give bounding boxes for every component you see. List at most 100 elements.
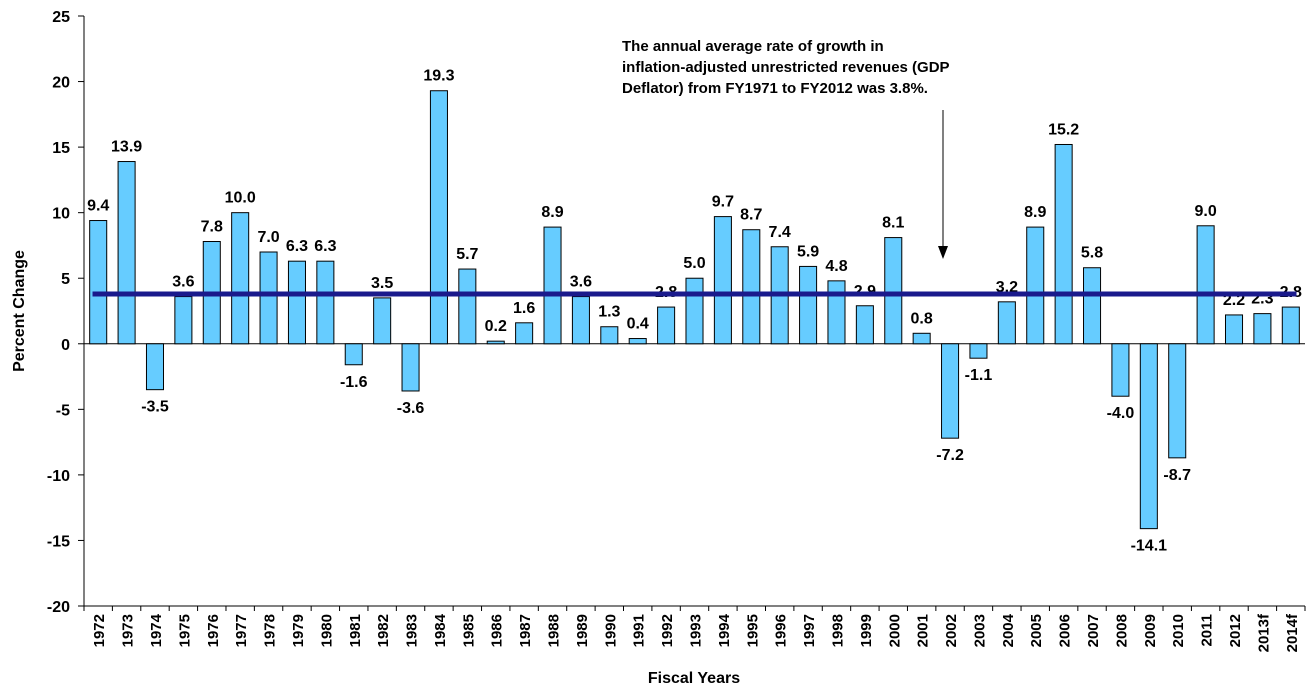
x-tick-label: 1978 xyxy=(262,614,279,647)
x-tick-label: 1999 xyxy=(858,614,875,647)
value-label: -7.2 xyxy=(936,447,964,464)
x-tick-label: 2014f xyxy=(1284,613,1301,652)
x-tick-label: 1990 xyxy=(602,614,619,647)
value-label: -1.1 xyxy=(965,367,993,384)
value-label: -4.0 xyxy=(1107,405,1135,422)
bar xyxy=(571,296,590,345)
y-tick-label: 5 xyxy=(61,271,70,288)
bar xyxy=(1253,313,1272,345)
bar xyxy=(1083,267,1102,345)
x-tick-label: 1995 xyxy=(744,614,761,647)
x-tick-label: 1989 xyxy=(574,614,591,647)
value-label: 6.3 xyxy=(314,238,336,255)
bar xyxy=(1224,314,1244,345)
bar xyxy=(1026,226,1045,345)
x-tick-label: 1998 xyxy=(829,614,846,647)
value-label: 2.9 xyxy=(854,283,876,300)
annotation-arrowhead xyxy=(938,246,948,259)
value-label: 5.7 xyxy=(456,246,478,263)
value-label: -1.6 xyxy=(340,374,368,391)
value-label: -8.7 xyxy=(1163,467,1191,484)
value-label: 5.0 xyxy=(683,255,705,272)
value-label: 8.1 xyxy=(882,215,904,232)
x-tick-label: 1981 xyxy=(347,614,364,647)
x-tick-label: 2011 xyxy=(1199,614,1216,647)
x-tick-label: 1996 xyxy=(773,614,790,647)
x-tick-label: 1992 xyxy=(659,614,676,647)
bar xyxy=(685,277,704,345)
value-label: -14.1 xyxy=(1131,538,1168,555)
bar xyxy=(259,251,278,345)
value-label: 5.8 xyxy=(1081,245,1103,262)
bar xyxy=(742,229,761,345)
value-label: 13.9 xyxy=(111,139,142,156)
bar xyxy=(827,280,846,345)
value-label: 7.4 xyxy=(769,224,791,241)
bar xyxy=(117,161,136,345)
value-label: 1.6 xyxy=(513,300,535,317)
y-tick-label: -5 xyxy=(56,402,70,419)
value-label: 0.2 xyxy=(485,318,507,335)
x-tick-label: 1977 xyxy=(233,614,250,647)
annotation-line: inflation-adjusted unrestricted revenues… xyxy=(622,59,950,76)
bar xyxy=(1111,343,1130,397)
bar xyxy=(969,343,988,359)
y-tick-label: -15 xyxy=(47,533,70,550)
y-tick-label: -20 xyxy=(47,599,70,616)
bar xyxy=(174,296,193,345)
bar xyxy=(713,216,732,345)
bar xyxy=(89,220,108,345)
bar xyxy=(1196,225,1215,345)
bar xyxy=(941,343,960,439)
bar xyxy=(997,301,1016,345)
value-label: 8.7 xyxy=(740,207,762,224)
bar xyxy=(628,338,647,345)
x-tick-label: 1993 xyxy=(688,614,705,647)
x-tick-label: 2007 xyxy=(1085,614,1102,647)
value-label: -3.5 xyxy=(141,399,169,416)
value-label: 3.6 xyxy=(570,274,592,291)
bar xyxy=(657,306,676,345)
x-tick-label: 1991 xyxy=(631,614,648,647)
x-tick-label: 2012 xyxy=(1227,614,1244,647)
x-tick-label: 2000 xyxy=(886,614,903,647)
value-label: 8.9 xyxy=(541,204,563,221)
x-tick-label: 1984 xyxy=(432,613,449,647)
x-tick-label: 1975 xyxy=(176,614,193,647)
value-label: 19.3 xyxy=(423,68,454,85)
bar xyxy=(515,322,534,345)
y-tick-label: -10 xyxy=(47,468,70,485)
x-tick-label: 1973 xyxy=(120,614,137,647)
x-tick-label: 2002 xyxy=(943,614,960,647)
x-tick-label: 1988 xyxy=(546,614,563,647)
bar xyxy=(543,226,562,345)
x-tick-label: 1982 xyxy=(375,614,392,647)
x-tick-label: 2005 xyxy=(1028,614,1045,647)
bar xyxy=(1054,143,1073,345)
x-tick-label: 1997 xyxy=(801,614,818,647)
x-tick-label: 1986 xyxy=(489,614,506,647)
bar xyxy=(429,90,448,345)
value-label: 9.0 xyxy=(1194,203,1216,220)
x-tick-label: 2001 xyxy=(915,614,932,647)
y-tick-label: 10 xyxy=(52,206,70,223)
value-label: 10.0 xyxy=(225,190,256,207)
bar xyxy=(912,332,931,345)
x-tick-label: 1987 xyxy=(517,614,534,647)
bar xyxy=(458,268,477,345)
bar xyxy=(486,340,505,345)
x-tick-label: 2013f xyxy=(1255,613,1272,652)
value-label: 9.7 xyxy=(712,194,734,211)
value-label: 9.4 xyxy=(87,198,109,215)
bar xyxy=(145,343,165,391)
value-label: 3.5 xyxy=(371,275,393,292)
y-tick-label: 15 xyxy=(52,140,70,157)
bar xyxy=(231,212,250,345)
value-label: 7.8 xyxy=(201,219,223,236)
bar xyxy=(373,297,392,345)
value-label: 6.3 xyxy=(286,238,308,255)
x-tick-label: 1972 xyxy=(91,614,108,647)
bar xyxy=(401,343,420,392)
